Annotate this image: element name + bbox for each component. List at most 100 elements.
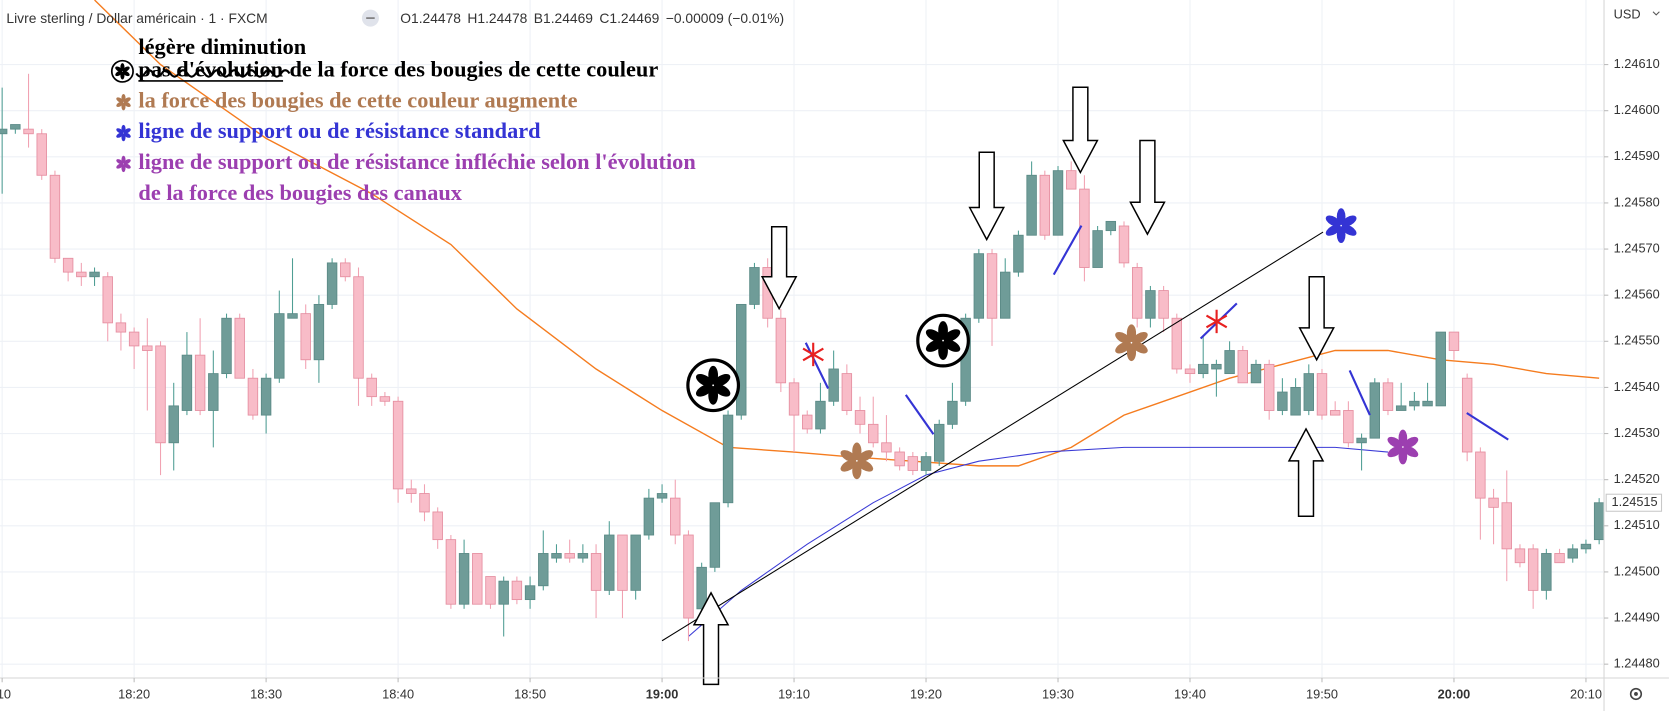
- candle-body: [788, 382, 800, 416]
- candle-body: [1013, 234, 1024, 273]
- support-line: [1348, 369, 1371, 416]
- y-tick-label: 1.24580: [1614, 194, 1660, 209]
- petal: [1131, 331, 1148, 344]
- support-line: [904, 394, 935, 435]
- arrow-up: [1287, 427, 1325, 517]
- settings-icon[interactable]: [1629, 687, 1643, 701]
- drawings: [110, 59, 1509, 686]
- asterisk: [1387, 429, 1419, 465]
- petal: [115, 70, 123, 77]
- gear[interactable]: [1629, 687, 1643, 701]
- petal: [857, 450, 874, 463]
- petal: [695, 373, 713, 387]
- candle-body: [353, 276, 364, 379]
- candle-body: [1395, 405, 1407, 411]
- petal: [1341, 224, 1357, 236]
- y-tick-label: 1.24540: [1614, 379, 1660, 394]
- candle-body: [1541, 553, 1552, 591]
- ohlc-label: H: [467, 10, 477, 26]
- candle-body: [115, 322, 127, 333]
- petal: [122, 70, 130, 77]
- note-decrease: légère diminution: [138, 34, 306, 59]
- candle-body: [287, 313, 298, 319]
- petal: [695, 384, 713, 397]
- asterisk: [116, 94, 131, 111]
- ohlc-value: 1.24469: [543, 10, 593, 26]
- candle-body: [643, 497, 655, 536]
- candle-body: [1488, 497, 1499, 508]
- candle-body: [1039, 174, 1051, 236]
- ohlc-change: −0.00009 (−0.01%): [666, 10, 784, 26]
- petal: [943, 339, 961, 352]
- candle-body: [1052, 170, 1064, 236]
- candle-body: [1026, 174, 1037, 236]
- y-tick-label: 1.24510: [1614, 517, 1660, 532]
- petal: [1387, 445, 1403, 458]
- y-tick-label: 1.24590: [1614, 148, 1660, 163]
- candle-body: [947, 400, 958, 425]
- petal: [116, 101, 124, 107]
- candle-body: [102, 276, 113, 324]
- x-tick-label: 19:30: [1042, 686, 1074, 701]
- candle-body: [564, 553, 575, 559]
- candle-body: [142, 345, 153, 351]
- asterisk: [110, 59, 134, 83]
- candle-body: [392, 400, 404, 490]
- y-tick-label: 1.24500: [1614, 563, 1660, 578]
- candle-body: [934, 423, 945, 462]
- last-price-label: 1.24515: [1611, 494, 1657, 509]
- candle-body: [1356, 437, 1367, 444]
- asterisk-ring: [686, 358, 741, 413]
- arrow-down: [760, 225, 798, 311]
- moving-average: [688, 446, 1389, 637]
- candle-body: [511, 580, 523, 601]
- candle-body: [815, 400, 826, 430]
- candle-body: [1171, 317, 1183, 370]
- petal: [116, 163, 124, 169]
- candle-body: [23, 128, 34, 135]
- asterisk: [916, 313, 970, 368]
- ohlc-label: C: [599, 10, 609, 26]
- petal: [943, 329, 961, 342]
- candle-body: [10, 124, 21, 130]
- moving-average: [94, 0, 1600, 467]
- candles: [0, 73, 1605, 642]
- candle-body: [1277, 391, 1288, 411]
- x-tick-label: :10: [0, 686, 11, 701]
- note-stronger: la force des bougies de cette couleur au…: [138, 87, 577, 112]
- candle-body: [828, 368, 839, 402]
- candle-body: [749, 267, 760, 305]
- candle-body: [181, 354, 193, 411]
- asterisk: [840, 442, 874, 480]
- arrow-down: [968, 151, 1005, 242]
- candle-body: [577, 553, 589, 559]
- petal: [1115, 341, 1132, 354]
- gear-hub[interactable]: [1634, 692, 1638, 696]
- asterisk: [116, 155, 131, 173]
- candle-body: [1527, 548, 1539, 591]
- candle-body: [432, 511, 443, 541]
- candle-body: [1145, 290, 1156, 319]
- candle-body: [1224, 350, 1235, 375]
- candle-body: [881, 442, 892, 453]
- candle-body: [1184, 368, 1196, 375]
- candle-body: [274, 313, 285, 379]
- candle-body: [736, 303, 747, 416]
- candle-body: [406, 488, 417, 494]
- candle-body: [155, 345, 166, 444]
- currency-caret: [1652, 11, 1660, 16]
- petal: [840, 459, 857, 472]
- candle-body: [1118, 225, 1130, 264]
- arrow-down: [1129, 139, 1166, 236]
- y-tick-label: 1.24570: [1614, 240, 1660, 255]
- ohlc-label: B: [534, 10, 543, 26]
- candle-body: [538, 553, 549, 587]
- candle-body: [1092, 230, 1103, 268]
- hide-button[interactable]: [361, 9, 379, 27]
- candle-body: [617, 534, 628, 591]
- asterisk: [116, 124, 131, 142]
- x-tick-label: 20:10: [1570, 686, 1602, 701]
- candle-body: [326, 262, 338, 305]
- petal: [116, 159, 124, 165]
